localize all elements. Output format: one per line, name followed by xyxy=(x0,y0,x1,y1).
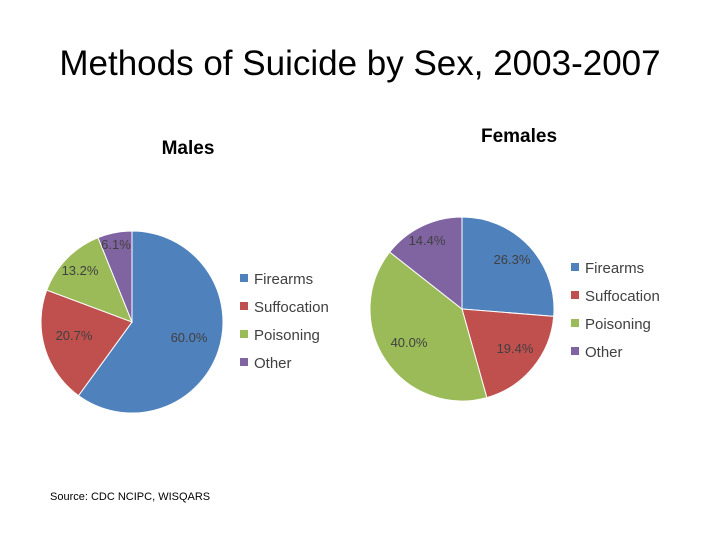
slide-title: Methods of Suicide by Sex, 2003-2007 xyxy=(59,44,661,83)
pie-chart-males: Males 60.0% 20.7% 13.2%6.1% Firearms Suffocat… xyxy=(40,138,329,414)
pie-slice-suffocation xyxy=(40,289,133,397)
legend: Firearms Suffocation Poisoning Other xyxy=(571,260,660,361)
pie-slice-suffocation xyxy=(461,308,555,399)
pie-slice-poisoning xyxy=(369,251,488,402)
pie-slice-poisoning xyxy=(46,236,133,323)
legend-label: Poisoning xyxy=(585,316,651,333)
pie-slice-other xyxy=(389,216,463,311)
source-note: Source: CDC NCIPC, WISQARS xyxy=(50,491,211,503)
legend-label: Firearms xyxy=(585,260,644,277)
data-label: 26.3% xyxy=(494,252,531,267)
data-label: 60.0% xyxy=(171,330,208,345)
legend-swatch xyxy=(571,319,579,327)
data-label: 19.4% xyxy=(497,341,534,356)
data-label: 13.2% xyxy=(62,263,99,278)
legend-label: Suffocation xyxy=(254,299,329,316)
data-label: 14.4% xyxy=(409,233,446,248)
legend-swatch xyxy=(571,291,579,299)
pie-chart-females: Females 26.3% 19.4% 40.0% 14.4% Firearms Suffo… xyxy=(369,126,660,402)
legend-label: Suffocation xyxy=(585,288,660,305)
legend-label: Poisoning xyxy=(254,327,320,344)
legend-swatch xyxy=(571,347,579,355)
legend-swatch xyxy=(240,358,248,366)
data-label: 20.7% xyxy=(56,328,93,343)
legend-label: Firearms xyxy=(254,271,313,288)
legend-swatch xyxy=(240,330,248,338)
data-label: 40.0% xyxy=(391,335,428,350)
legend-label: Other xyxy=(585,344,623,361)
legend-label: Other xyxy=(254,355,292,372)
chart-title: Males xyxy=(162,138,215,159)
legend: Firearms Suffocation Poisoning Other xyxy=(240,271,329,372)
legend-swatch xyxy=(240,302,248,310)
data-label: 6.1% xyxy=(101,237,131,252)
legend-swatch xyxy=(240,274,248,282)
pie-slice-firearms xyxy=(461,216,555,317)
pie-slice-other xyxy=(97,230,133,323)
legend-swatch xyxy=(571,263,579,271)
chart-title: Females xyxy=(481,126,557,147)
pie-slice-firearms xyxy=(77,230,224,414)
